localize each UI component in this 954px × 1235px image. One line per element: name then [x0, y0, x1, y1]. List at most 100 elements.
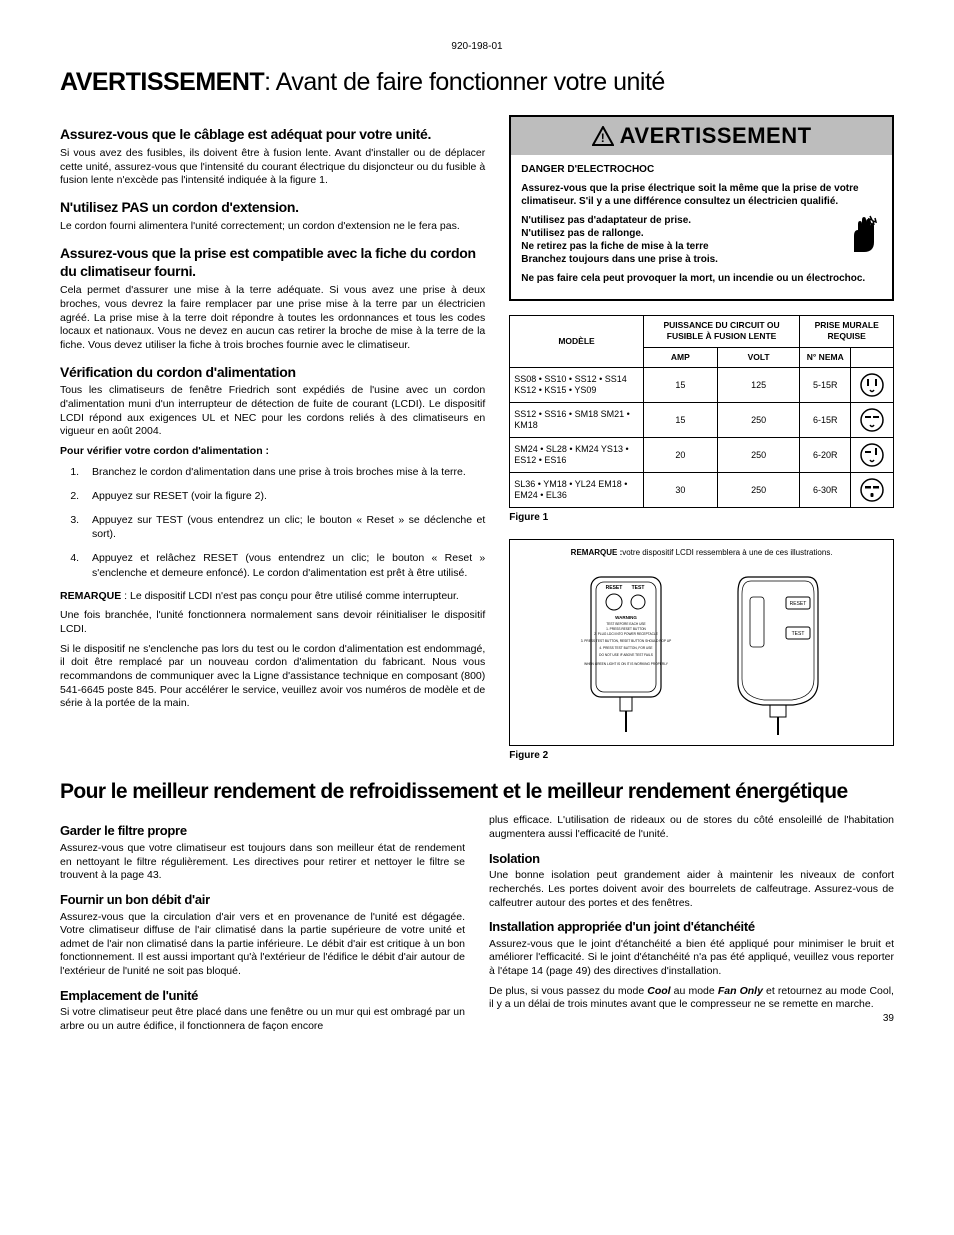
cell-volt: 125: [717, 368, 799, 403]
fig2-note-rest: votre dispositif LCDI ressemblera à une …: [622, 548, 832, 557]
svg-text:!: !: [600, 131, 605, 145]
cell-amp: 15: [643, 368, 717, 403]
warning-triangle-icon: !: [592, 126, 614, 146]
two-column-layout: Assurez-vous que le câblage est adéquat …: [60, 115, 894, 762]
warn-l3: Ne retirez pas la fiche de mise à la ter…: [521, 240, 834, 253]
sec2-left: Garder le filtre propre Assurez-vous que…: [60, 814, 465, 1039]
left-p5: Une fois branchée, l'unité fonctionnera …: [60, 609, 485, 636]
remark-rest: : Le dispositif LCDI n'est pas conçu pou…: [121, 590, 459, 602]
th-volt: VOLT: [717, 347, 799, 367]
title-strong: AVERTISSEMENT: [60, 68, 264, 96]
svg-text:1. PRESS RESET BUTTON: 1. PRESS RESET BUTTON: [606, 627, 646, 631]
sec2-rp2: Assurez-vous que le joint d'étanchéité a…: [489, 938, 894, 979]
remark-label: REMARQUE: [60, 590, 121, 602]
reset-label: RESET: [605, 585, 622, 591]
figure-1-label: Figure 1: [509, 511, 894, 525]
section-2-title: Pour le meilleur rendement de refroidiss…: [60, 778, 894, 806]
warning-title-text: AVERTISSEMENT: [620, 121, 812, 151]
left-h1: Assurez-vous que le câblage est adéquat …: [60, 125, 485, 144]
left-h2: N'utilisez PAS un cordon d'extension.: [60, 198, 485, 217]
sec2-lp1: Assurez-vous que votre climatiseur est t…: [60, 842, 465, 883]
svg-text:RESET: RESET: [789, 601, 806, 607]
steps-list: Branchez le cordon d'alimentation dans u…: [82, 465, 485, 580]
cell-model: SL36 • YM18 • YL24 EM18 • EM24 • EL36: [510, 473, 644, 508]
cell-volt: 250: [717, 403, 799, 438]
th-model: MODÈLE: [510, 315, 644, 367]
svg-text:WHEN GREEN LIGHT IS ON IT IS W: WHEN GREEN LIGHT IS ON IT IS WORKING PRO…: [584, 662, 669, 666]
sec2-lh2: Fournir un bon débit d'air: [60, 891, 465, 909]
cell-nema: 6-20R: [800, 438, 851, 473]
figure-2-label: Figure 2: [509, 749, 894, 763]
cell-amp: 30: [643, 473, 717, 508]
warning-title-bar: ! AVERTISSEMENT: [511, 117, 892, 155]
cell-nema: 6-15R: [800, 403, 851, 438]
lcdi-plug-b: RESET TEST: [708, 567, 848, 737]
left-p4b: Pour vérifier votre cordon d'alimentatio…: [60, 445, 485, 459]
test-label: TEST: [631, 585, 644, 591]
th-nema: N° NEMA: [800, 347, 851, 367]
sec2-lp2: Assurez-vous que la circulation d'air ve…: [60, 911, 465, 979]
cell-volt: 250: [717, 438, 799, 473]
receptacle-6-15r-icon: [851, 403, 894, 438]
svg-text:TEST BEFORE EACH USE: TEST BEFORE EACH USE: [606, 622, 645, 626]
left-h4: Vérification du cordon d'alimentation: [60, 363, 485, 382]
step-2: Appuyez sur RESET (voir la figure 2).: [82, 489, 485, 503]
table-row: SL36 • YM18 • YL24 EM18 • EM24 • EL36 30…: [510, 473, 894, 508]
lcdi-plug-illustrations: RESET TEST WARNING TEST BEFORE EACH USE …: [518, 567, 885, 737]
cell-model: SM24 • SL28 • KM24 YS13 • ES12 • ES16: [510, 438, 644, 473]
receptacle-6-30r-icon: [851, 473, 894, 508]
sec2-lh1: Garder le filtre propre: [60, 822, 465, 840]
left-p6: Si le dispositif ne s'enclenche pas lors…: [60, 643, 485, 711]
remark: REMARQUE : Le dispositif LCDI n'est pas …: [60, 590, 485, 604]
sec2-rp0: plus efficace. L'utilisation de rideaux …: [489, 814, 894, 841]
fig2-note: REMARQUE :votre dispositif LCDI ressembl…: [518, 548, 885, 559]
step-1: Branchez le cordon d'alimentation dans u…: [82, 465, 485, 479]
sec2-rh1: Isolation: [489, 850, 894, 868]
th-circuit: PUISSANCE DU CIRCUIT OU FUSIBLE À FUSION…: [643, 315, 800, 347]
sec2-rp3: De plus, si vous passez du mode Cool au …: [489, 985, 894, 1012]
page-title: AVERTISSEMENT: Avant de faire fonctionne…: [60, 66, 894, 100]
warn-p1: Assurez-vous que la prise électrique soi…: [521, 182, 882, 208]
svg-text:4. PRESS TEST BUTTON, FOR USE: 4. PRESS TEST BUTTON, FOR USE: [599, 646, 652, 650]
cell-amp: 15: [643, 403, 717, 438]
receptacle-5-15r-icon: [851, 368, 894, 403]
th-wall: PRISE MURALE REQUISE: [800, 315, 894, 347]
left-p1: Si vous avez des fusibles, ils doivent ê…: [60, 147, 485, 188]
th-recept-blank: [851, 347, 894, 367]
sec2-rp1: Une bonne isolation peut grandement aide…: [489, 869, 894, 910]
warning-label: WARNING: [615, 615, 637, 620]
sec2-lh3: Emplacement de l'unité: [60, 987, 465, 1005]
step-3: Appuyez sur TEST (vous entendrez un clic…: [82, 513, 485, 541]
sec2-lp3: Si votre climatiseur peut être placé dan…: [60, 1006, 465, 1033]
warn-danger: DANGER D'ELECTROCHOC: [521, 163, 882, 176]
warn-l2: N'utilisez pas de rallonge.: [521, 227, 834, 240]
shock-hand-icon: [842, 214, 882, 259]
cell-nema: 6-30R: [800, 473, 851, 508]
table-row: SS12 • SS16 • SM18 SM21 • KM18 15 250 6-…: [510, 403, 894, 438]
cell-model: SS12 • SS16 • SM18 SM21 • KM18: [510, 403, 644, 438]
sec2-rp3a: De plus, si vous passez du mode: [489, 985, 647, 997]
sec2-right: plus efficace. L'utilisation de rideaux …: [489, 814, 894, 1025]
title-rest: : Avant de faire fonctionner votre unité: [264, 68, 665, 96]
mode-cool: Cool: [647, 985, 670, 997]
receptacle-6-20r-icon: [851, 438, 894, 473]
table-row: SS08 • SS10 • SS12 • SS14 KS12 • KS15 • …: [510, 368, 894, 403]
svg-text:3. PRESS TEST BUTTON, RESET BU: 3. PRESS TEST BUTTON, RESET BUTTON SHOUL…: [580, 639, 671, 643]
cell-model: SS08 • SS10 • SS12 • SS14 KS12 • KS15 • …: [510, 368, 644, 403]
table-row: SM24 • SL28 • KM24 YS13 • ES12 • ES16 20…: [510, 438, 894, 473]
svg-text:TEST: TEST: [791, 631, 804, 637]
cell-volt: 250: [717, 473, 799, 508]
cell-nema: 5-15R: [800, 368, 851, 403]
svg-text:DO NOT USE IF ABOVE TEST FAILS: DO NOT USE IF ABOVE TEST FAILS: [599, 653, 653, 657]
left-column: Assurez-vous que le câblage est adéquat …: [60, 115, 485, 717]
sec2-rp3b: au mode: [671, 985, 718, 997]
th-amp: AMP: [643, 347, 717, 367]
sec2-rh2: Installation appropriée d'un joint d'éta…: [489, 918, 894, 936]
warn-l1: N'utilisez pas d'adaptateur de prise.: [521, 214, 834, 227]
cell-amp: 20: [643, 438, 717, 473]
left-p3: Cela permet d'assurer une mise à la terr…: [60, 284, 485, 352]
lcdi-plug-a: RESET TEST WARNING TEST BEFORE EACH USE …: [556, 567, 696, 737]
left-p4: Tous les climatiseurs de fenêtre Friedri…: [60, 384, 485, 439]
mode-fan-only: Fan Only: [718, 985, 763, 997]
section-2-columns: Garder le filtre propre Assurez-vous que…: [60, 814, 894, 1039]
